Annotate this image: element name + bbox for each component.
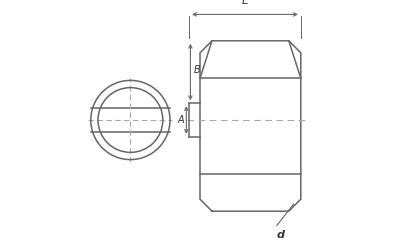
Text: A: A <box>178 115 184 125</box>
Text: B: B <box>194 65 201 75</box>
Text: L: L <box>242 0 248 6</box>
Text: d: d <box>277 230 285 240</box>
